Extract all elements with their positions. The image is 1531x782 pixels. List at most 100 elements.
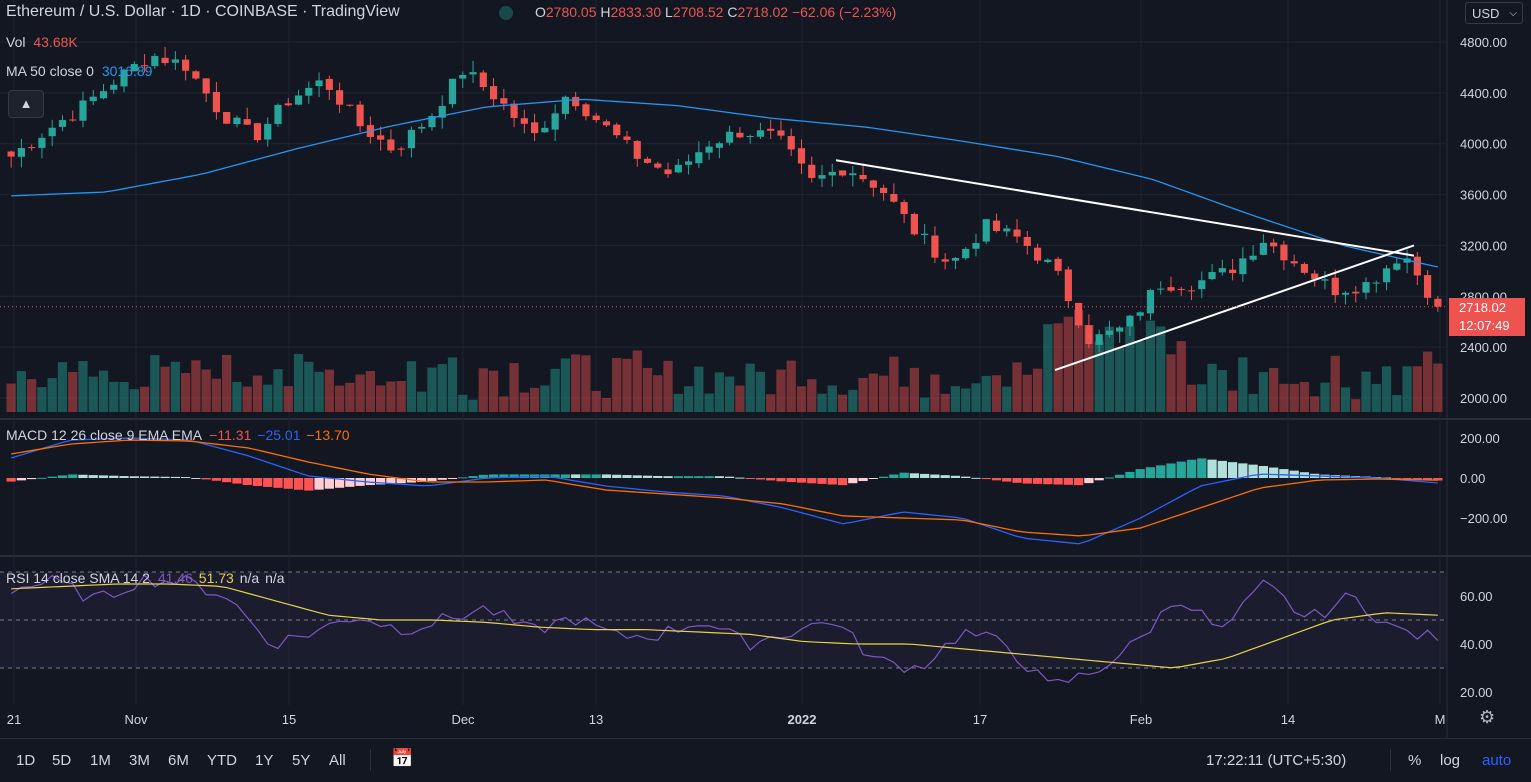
range-5y[interactable]: 5Y bbox=[292, 752, 311, 769]
macd-hist-bar bbox=[119, 476, 129, 478]
range-1y[interactable]: 1Y bbox=[255, 752, 274, 769]
time-tick-label: Nov bbox=[124, 712, 148, 727]
candle-body bbox=[1382, 268, 1391, 283]
macd-hist-bar bbox=[1145, 467, 1156, 478]
ohlc-o-label: O bbox=[535, 4, 546, 20]
volume-bar bbox=[858, 377, 868, 412]
volume-bar bbox=[1351, 399, 1361, 412]
candle-body bbox=[1075, 302, 1083, 326]
range-5d[interactable]: 5D bbox=[52, 752, 72, 769]
macd-hist-bar bbox=[1043, 478, 1053, 485]
candle-body bbox=[1259, 242, 1267, 255]
macd-hist-bar bbox=[47, 476, 57, 478]
volume-bar bbox=[1002, 386, 1012, 412]
candle-body bbox=[777, 130, 785, 136]
symbol-title[interactable]: Ethereum / U.S. Dollar · 1D · COINBASE ·… bbox=[6, 3, 400, 21]
price-tick-label: 3600.00 bbox=[1460, 188, 1507, 203]
rsi-legend[interactable]: RSI 14 close SMA 14 2 41.46 51.73 n/a n/… bbox=[6, 570, 285, 586]
ohlc-c-value: 2718.02 bbox=[737, 4, 789, 20]
volume-legend[interactable]: Vol 43.68K bbox=[6, 34, 78, 50]
range-ytd[interactable]: YTD bbox=[207, 752, 237, 769]
macd-hist-bar bbox=[334, 478, 345, 488]
macd-hist-bar bbox=[817, 478, 827, 484]
range-1d[interactable]: 1D bbox=[16, 752, 36, 769]
percent-toggle[interactable]: % bbox=[1408, 752, 1422, 769]
macd-hist-bar bbox=[273, 478, 283, 488]
rsi-value: 41.46 bbox=[157, 570, 193, 586]
macd-hist-bar bbox=[632, 475, 642, 478]
log-toggle[interactable]: log bbox=[1440, 752, 1461, 769]
volume-bar bbox=[704, 393, 714, 412]
macd-hist-bar bbox=[1094, 478, 1104, 481]
candle-body bbox=[294, 95, 303, 105]
ma-legend[interactable]: MA 50 close 0 3016.89 bbox=[6, 63, 152, 79]
macd-hist-bar bbox=[1217, 460, 1227, 478]
macd-hist-bar bbox=[725, 476, 735, 478]
volume-bar bbox=[1166, 354, 1176, 412]
macd-hist-bar bbox=[427, 478, 437, 482]
calendar-range-icon[interactable]: 📅 bbox=[391, 748, 414, 768]
volume-bar bbox=[1084, 324, 1094, 412]
macd-hist-bar bbox=[991, 478, 1002, 481]
macd-hist-bar bbox=[868, 478, 878, 479]
range-3m[interactable]: 3M bbox=[129, 752, 150, 769]
macd-hist-bar bbox=[252, 478, 263, 486]
chart-canvas[interactable]: 4800.004400.004000.003600.003200.002800.… bbox=[0, 0, 1531, 738]
chevron-down-icon: ⌵ bbox=[1509, 8, 1517, 19]
candle-body bbox=[654, 163, 662, 168]
macd-legend[interactable]: MACD 12 26 close 9 EMA EMA −11.31 −25.01… bbox=[6, 427, 350, 443]
clock-time[interactable]: 17:22:11 (UTC+5:30) bbox=[1206, 752, 1347, 769]
candle-body bbox=[726, 131, 734, 143]
collapse-legend-button[interactable]: ▲ bbox=[8, 90, 44, 118]
candle-body bbox=[1362, 282, 1370, 293]
volume-bar bbox=[1104, 326, 1115, 412]
candle-body bbox=[325, 78, 333, 90]
gear-icon[interactable]: ⚙ bbox=[1479, 707, 1496, 727]
macd-hist-bar bbox=[745, 478, 755, 479]
candle-body bbox=[1146, 290, 1155, 314]
currency-select[interactable]: USD ⌵ bbox=[1465, 2, 1523, 24]
volume-bar bbox=[1371, 383, 1381, 412]
auto-toggle[interactable]: auto bbox=[1482, 752, 1512, 769]
volume-bar bbox=[109, 381, 119, 412]
candle-body bbox=[1208, 272, 1216, 280]
candle-body bbox=[171, 59, 179, 63]
volume-bar bbox=[1207, 363, 1217, 412]
macd-hist-bar bbox=[827, 478, 837, 485]
range-all[interactable]: All bbox=[329, 752, 346, 769]
candle-body bbox=[695, 152, 703, 164]
volume-bar bbox=[1392, 395, 1402, 412]
volume-bar bbox=[47, 378, 57, 412]
ohlc-h-label: H bbox=[600, 4, 611, 20]
time-tick-label: 13 bbox=[589, 712, 603, 727]
candle-body bbox=[736, 132, 744, 138]
volume-bars bbox=[6, 310, 1443, 412]
candle-body bbox=[1413, 256, 1421, 276]
market-status-icon[interactable] bbox=[499, 6, 513, 20]
range-1m[interactable]: 1M bbox=[90, 752, 111, 769]
macd-hist-bar bbox=[930, 474, 940, 478]
volume-bar bbox=[1310, 396, 1320, 412]
ma-label: MA 50 close 0 bbox=[6, 63, 94, 79]
volume-bar bbox=[807, 379, 817, 412]
candle-body bbox=[643, 158, 652, 163]
volume-bar bbox=[499, 396, 509, 412]
volume-bar bbox=[899, 386, 909, 412]
candle-body bbox=[110, 84, 118, 90]
range-6m[interactable]: 6M bbox=[168, 752, 189, 769]
ma-value: 3016.89 bbox=[101, 63, 153, 79]
candle-body bbox=[623, 136, 631, 140]
macd-hist-bar bbox=[1392, 478, 1402, 479]
volume-bar bbox=[252, 375, 263, 412]
volume-bar bbox=[1115, 347, 1125, 412]
candle-body bbox=[613, 124, 621, 136]
candle-body bbox=[1177, 288, 1185, 290]
macd-hist-bar bbox=[88, 475, 98, 478]
volume-bar bbox=[889, 356, 899, 412]
volume-bar bbox=[78, 361, 88, 412]
time-tick-label: M bbox=[1435, 712, 1446, 727]
macd-hist-bar bbox=[889, 474, 899, 478]
volume-bar bbox=[766, 394, 776, 412]
macd-hist-bar bbox=[324, 478, 334, 489]
volume-bar bbox=[283, 386, 293, 412]
